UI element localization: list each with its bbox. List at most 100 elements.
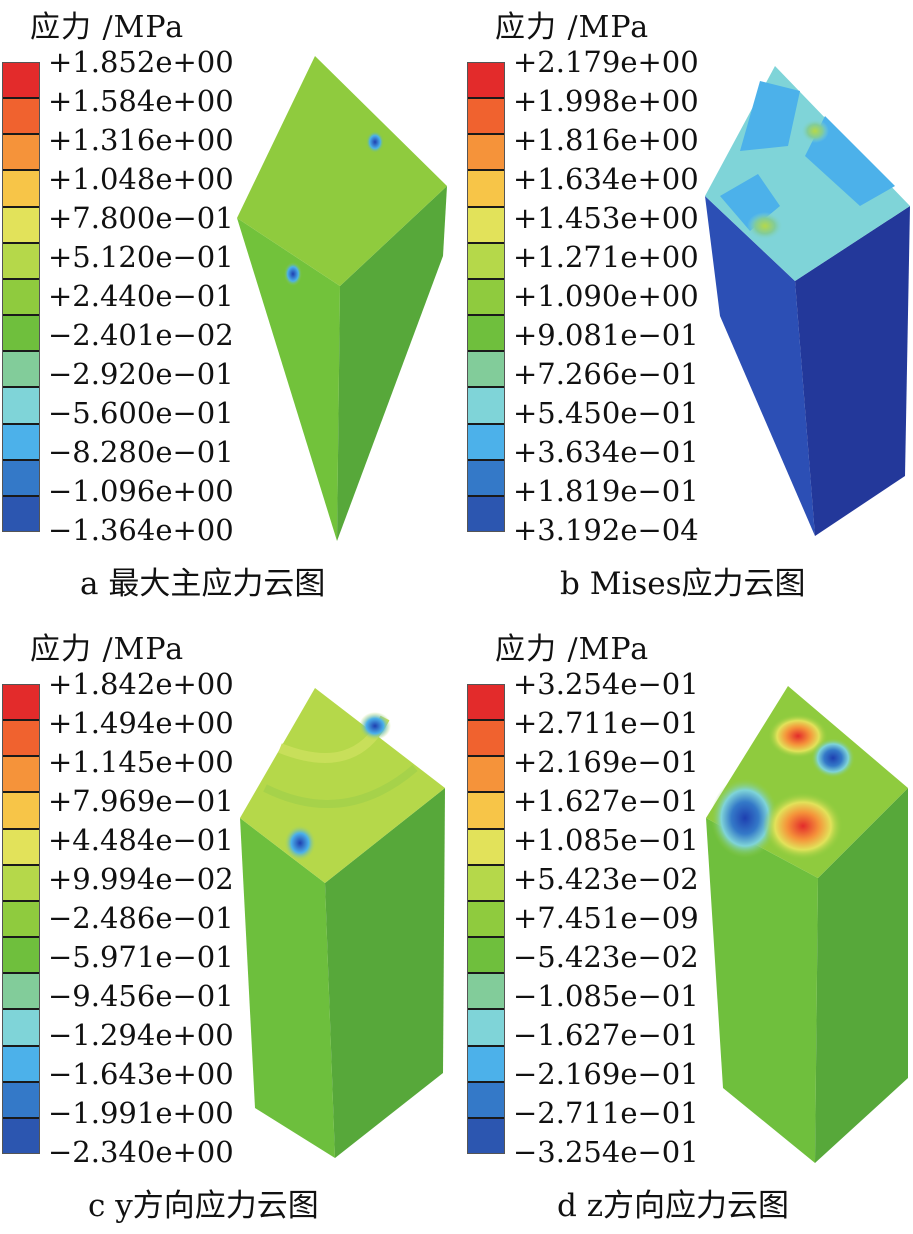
color-swatch (3, 1082, 39, 1119)
colorbar-label: +1.453e+00 (513, 201, 699, 235)
unit-label: 应力 /MPa (495, 10, 650, 45)
stress-hotspot (768, 714, 828, 758)
color-swatch (468, 99, 504, 136)
colorbar-label: +2.179e+00 (513, 45, 699, 79)
stress-hotspot (284, 262, 302, 286)
stress-model-render (700, 56, 913, 546)
top-face-contour (263, 764, 418, 808)
colorbar-label: +1.584e+00 (48, 84, 234, 118)
stress-hotspot (763, 792, 843, 860)
stress-model-render (703, 678, 913, 1168)
color-swatch (468, 1118, 504, 1154)
block-top-face (237, 56, 447, 286)
colorbar-label: −1.627e−01 (513, 1018, 699, 1052)
colorbar-label: +3.634e−01 (513, 435, 699, 469)
colorbar-label: +2.711e−01 (513, 706, 699, 740)
colorbar-label: −2.340e+00 (48, 1135, 234, 1169)
colorbar-label: −1.294e+00 (48, 1018, 234, 1052)
colorbar-label: −1.991e+00 (48, 1096, 234, 1130)
colorbar (2, 684, 40, 1154)
colorbar-label: +1.494e+00 (48, 706, 234, 740)
colorbar-label: +2.169e−01 (513, 745, 699, 779)
color-swatch (468, 829, 504, 866)
panel-caption: c y方向应力云图 (88, 1188, 319, 1224)
stress-hotspot (801, 119, 829, 143)
colorbar-label: −5.423e−02 (513, 940, 699, 974)
panel-d: 应力 /MPa +3.254e−01 +2.711e−01 +2.169e−01… (465, 622, 913, 1234)
color-swatch (468, 1046, 504, 1083)
color-swatch (468, 901, 504, 939)
block-right-face (795, 206, 910, 536)
stress-hotspot (366, 131, 384, 153)
colorbar-label: −8.280e−01 (48, 435, 234, 469)
colorbar-label: −2.920e−01 (48, 357, 234, 391)
colorbar (467, 684, 505, 1154)
colorbar-label: +1.998e+00 (513, 84, 699, 118)
colorbar-label: +1.627e−01 (513, 784, 699, 818)
color-swatch (3, 63, 39, 100)
color-swatch (468, 496, 504, 532)
colorbar-label: +1.842e+00 (48, 667, 234, 701)
colorbar-label: +1.145e+00 (48, 745, 234, 779)
colorbar-label: −5.971e−01 (48, 940, 234, 974)
color-swatch (3, 424, 39, 461)
color-swatch (468, 865, 504, 902)
colorbar-label: +3.192e−04 (513, 513, 699, 547)
block-left-face (706, 818, 818, 1163)
stress-hotspot (711, 778, 779, 858)
colorbar-label: +1.090e+00 (513, 279, 699, 313)
color-swatch (468, 721, 504, 758)
colorbar-label: +5.120e−01 (48, 240, 234, 274)
colorbar (467, 62, 505, 532)
colorbar-label: −2.711e−01 (513, 1096, 699, 1130)
color-swatch (468, 352, 504, 389)
panel-caption: b Mises应力云图 (560, 566, 806, 602)
color-swatch (3, 901, 39, 939)
unit-label: 应力 /MPa (30, 10, 185, 45)
color-swatch (468, 1082, 504, 1119)
panel-b: 应力 /MPa +2.179e+00 +1.998e+00 +1.816e+00… (465, 0, 913, 612)
color-swatch (3, 135, 39, 172)
color-swatch (3, 388, 39, 425)
color-swatch (3, 279, 39, 317)
block-left-face (237, 218, 340, 541)
color-swatch (3, 721, 39, 758)
color-swatch (3, 352, 39, 389)
block-right-face (337, 186, 447, 541)
block-right-face (325, 788, 445, 1158)
color-swatch (3, 1046, 39, 1083)
color-swatch (468, 685, 504, 722)
color-swatch (3, 243, 39, 280)
colorbar-label: −5.600e−01 (48, 396, 234, 430)
colorbar-label: +1.085e−01 (513, 823, 699, 857)
colorbar-label: −2.169e−01 (513, 1057, 699, 1091)
color-swatch (468, 388, 504, 425)
color-swatch (468, 316, 504, 353)
color-swatch (3, 1010, 39, 1047)
colorbar-label: +1.271e+00 (513, 240, 699, 274)
colorbar-label: +9.081e−01 (513, 318, 699, 352)
colorbar-label: +1.852e+00 (48, 45, 234, 79)
colorbar-label: +5.423e−02 (513, 862, 699, 896)
colorbar-label: −3.254e−01 (513, 1135, 699, 1169)
colorbar-label: +1.634e+00 (513, 162, 699, 196)
color-swatch (468, 63, 504, 100)
color-swatch (468, 938, 504, 975)
colorbar-label: +9.994e−02 (48, 862, 234, 896)
color-swatch (468, 424, 504, 461)
color-swatch (468, 135, 504, 172)
block-left-face (240, 818, 335, 1158)
stress-model-render (225, 56, 455, 546)
block-left-face (705, 196, 815, 536)
panel-c: 应力 /MPa +1.842e+00 +1.494e+00 +1.145e+00… (0, 622, 456, 1234)
color-swatch (3, 938, 39, 975)
colorbar-label: −2.486e−01 (48, 901, 234, 935)
colorbar-label: +1.316e+00 (48, 123, 234, 157)
panel-caption: a 最大主应力云图 (80, 566, 326, 602)
color-swatch (468, 460, 504, 497)
colorbar-label: +1.048e+00 (48, 162, 234, 196)
colorbar-label: −9.456e−01 (48, 979, 234, 1013)
colorbar-label: −1.085e−01 (513, 979, 699, 1013)
color-swatch (468, 974, 504, 1011)
colorbar-label: +5.450e−01 (513, 396, 699, 430)
